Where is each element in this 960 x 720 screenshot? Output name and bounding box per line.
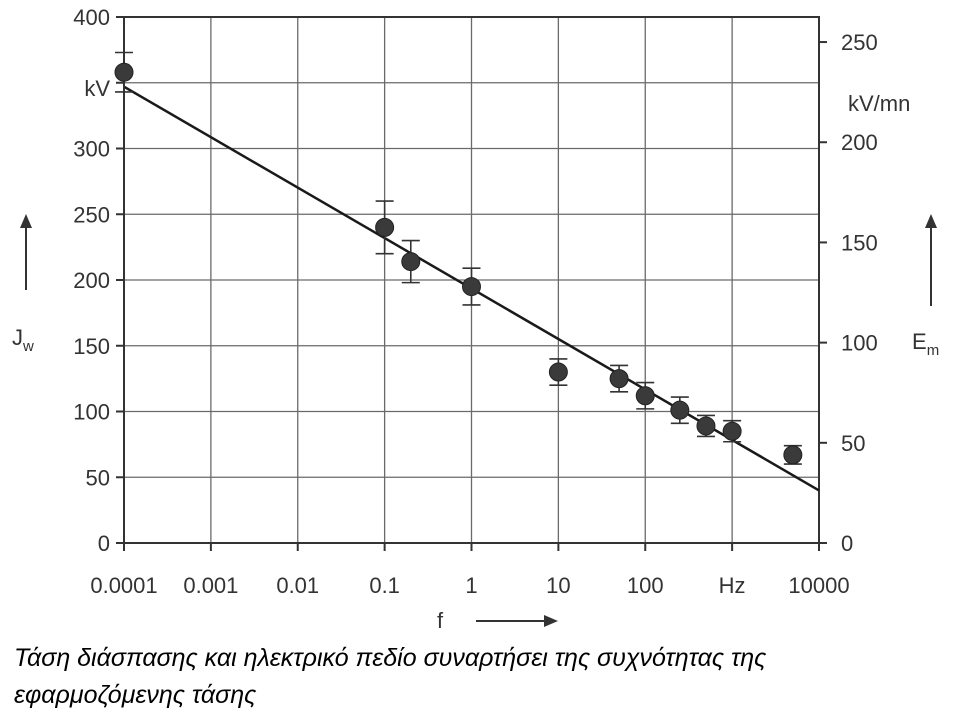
data-point — [722, 419, 742, 443]
y2-tick-label: 200 — [841, 130, 878, 155]
y-tick-label: 400 — [73, 5, 110, 30]
x-tick-label: 0.1 — [369, 573, 400, 598]
y2-unit-label: kV/mn — [848, 91, 910, 116]
point-marker — [722, 421, 742, 441]
x-axis-label: f — [437, 608, 444, 633]
y-tick-label: 0 — [98, 531, 110, 556]
x-tick-label: 0.001 — [183, 573, 238, 598]
y-tick-label: 150 — [73, 334, 110, 359]
breakdown-voltage-chart: 0 50 100 150 200 250 300 400 0 50 100 150 200 250 0.… — [12, 5, 939, 633]
y-tick-label: 100 — [73, 400, 110, 425]
y2-tick-label: 100 — [841, 331, 878, 356]
data-point — [696, 414, 716, 438]
data-points — [114, 51, 803, 465]
x-tick-label: 0.0001 — [90, 573, 157, 598]
y-unit-label: kV — [84, 76, 110, 101]
y-tick-label: 300 — [73, 137, 110, 162]
data-point — [670, 396, 690, 425]
point-marker — [783, 445, 803, 465]
data-point — [114, 51, 134, 93]
data-point — [548, 358, 568, 387]
x-tick-label: 1 — [465, 573, 477, 598]
y-tick-label: 250 — [73, 202, 110, 227]
figure-caption: Τάση διάσπασης και ηλεκτρικό πεδίο συναρ… — [14, 644, 767, 709]
y2-axis-label-main: E — [912, 329, 927, 354]
y-axis-arrowhead — [20, 214, 32, 228]
y2-axis-ticks: 0 50 100 150 200 250 — [819, 30, 878, 556]
y2-tick-label: 0 — [841, 531, 853, 556]
data-point — [462, 267, 481, 306]
y-axis-label-sub: w — [22, 338, 34, 355]
y-axis-ticks: 0 50 100 150 200 250 300 400 — [73, 5, 124, 556]
y-tick-label: 200 — [73, 268, 110, 293]
y2-tick-label: 250 — [841, 30, 878, 55]
x-tick-label: Hz — [719, 573, 746, 598]
point-marker — [401, 252, 421, 272]
point-marker — [114, 62, 134, 82]
y-tick-label: 50 — [86, 465, 110, 490]
y2-axis-label-sub: m — [927, 342, 940, 359]
x-tick-label: 10 — [546, 573, 570, 598]
data-point — [609, 364, 629, 393]
y2-axis-arrowhead — [925, 214, 937, 228]
data-point — [783, 444, 803, 465]
x-tick-label: 0.01 — [276, 573, 319, 598]
x-tick-label: 10000 — [788, 573, 849, 598]
point-marker — [635, 386, 655, 406]
point-marker — [670, 400, 690, 420]
y2-tick-label: 50 — [841, 431, 865, 456]
data-point — [375, 200, 395, 255]
point-marker — [609, 369, 629, 389]
y-axis-label-main: J — [12, 325, 23, 350]
point-marker — [375, 217, 395, 237]
y2-tick-label: 150 — [841, 230, 878, 255]
data-point — [401, 239, 421, 284]
data-point — [635, 381, 655, 410]
x-axis-arrowhead — [544, 615, 558, 627]
y2-axis-label: Em — [912, 329, 939, 359]
point-marker — [548, 362, 568, 382]
x-axis-ticks: 0.0001 0.001 0.01 0.1 1 10 100 Hz 10000 — [90, 543, 850, 598]
point-marker — [696, 416, 716, 436]
x-tick-label: 100 — [627, 573, 664, 598]
y-axis-label: Jw — [12, 325, 34, 355]
point-marker — [462, 277, 481, 297]
